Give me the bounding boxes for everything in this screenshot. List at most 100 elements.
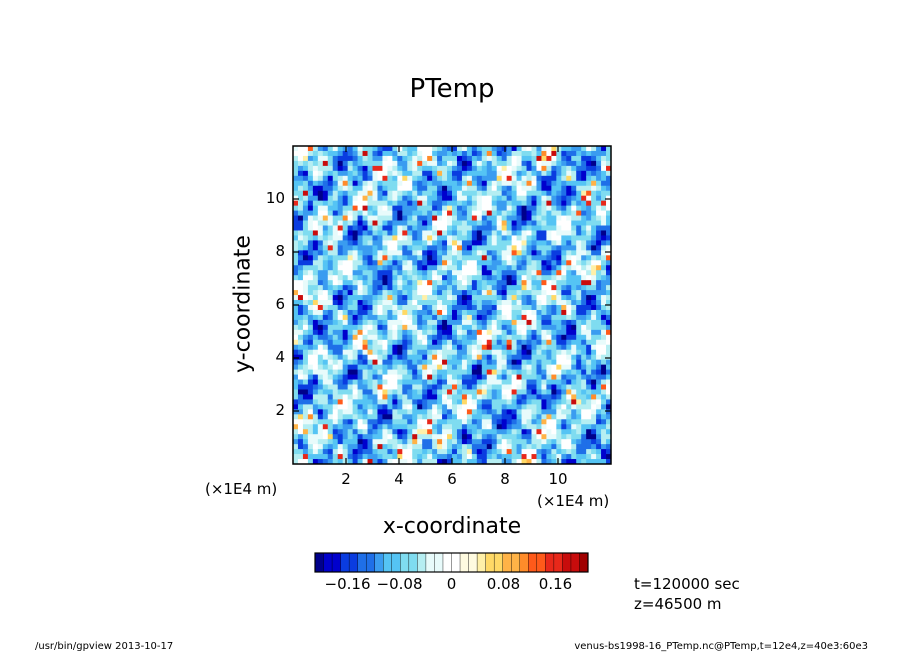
heatmap-cell (317, 454, 324, 460)
heatmap-cell (561, 146, 567, 152)
heatmap-cell (442, 285, 448, 291)
heatmap-cell (342, 339, 349, 346)
heatmap-cell (491, 285, 498, 291)
heatmap-cell (556, 180, 562, 187)
heatmap-cell (486, 344, 493, 351)
heatmap-cell (461, 195, 468, 202)
heatmap-cell (471, 324, 478, 331)
heatmap-cell (531, 195, 537, 202)
heatmap-cell (327, 240, 334, 246)
heatmap-cell (486, 150, 493, 157)
heatmap-cell (546, 195, 552, 202)
heatmap-cell (476, 230, 483, 236)
heatmap-cell (601, 245, 607, 251)
heatmap-cell (571, 210, 577, 216)
heatmap-cell (511, 240, 517, 246)
heatmap-cell (302, 459, 309, 464)
heatmap-cell (501, 329, 508, 336)
colorbar-segment (374, 552, 384, 573)
heatmap-cell (606, 205, 611, 211)
heatmap-cell (332, 165, 339, 172)
heatmap-cell (491, 255, 498, 261)
heatmap-cell (536, 354, 542, 361)
heatmap-cell (456, 329, 463, 336)
heatmap-cell (392, 300, 398, 306)
heatmap-cell (476, 255, 483, 261)
heatmap-cell (596, 240, 602, 246)
heatmap-cell (606, 280, 611, 286)
heatmap-cell (317, 369, 324, 375)
heatmap-cell (402, 329, 408, 336)
heatmap-cell (397, 339, 403, 346)
heatmap-cell (312, 260, 319, 266)
heatmap-cell (417, 359, 423, 366)
heatmap-cell (551, 275, 557, 281)
heatmap-cell (516, 146, 522, 152)
heatmap-cell (382, 305, 388, 311)
heatmap-cell (511, 195, 517, 202)
heatmap-cell (551, 309, 557, 316)
heatmap-cell (442, 434, 448, 440)
heatmap-cell (372, 354, 378, 361)
heatmap-cell (442, 359, 448, 366)
heatmap-cell (596, 155, 602, 162)
heatmap-cell (447, 285, 453, 291)
heatmap-cell (412, 429, 418, 435)
heatmap-cell (302, 146, 309, 152)
heatmap-cell (561, 195, 567, 202)
heatmap-cell (382, 280, 388, 286)
heatmap-cell (407, 369, 413, 375)
heatmap-cell (586, 270, 592, 276)
heatmap-cell (432, 155, 438, 162)
heatmap-cell (556, 314, 562, 321)
heatmap-cell (322, 185, 329, 192)
heatmap-cell (337, 344, 344, 351)
heatmap-cell (481, 379, 488, 385)
heatmap-cell (461, 185, 468, 192)
heatmap-cell (526, 220, 532, 226)
heatmap-cell (382, 404, 388, 410)
colorbar-segment (434, 552, 444, 573)
heatmap-cell (293, 300, 299, 306)
heatmap-cell (387, 155, 393, 162)
heatmap-cell (471, 369, 478, 375)
heatmap-cell (521, 369, 527, 375)
heatmap-cell (551, 419, 557, 425)
heatmap-cell (516, 369, 522, 375)
heatmap-cell (402, 359, 408, 366)
heatmap-cell (516, 319, 522, 326)
heatmap-cell (312, 354, 319, 361)
heatmap-cell (377, 409, 383, 415)
colorbar-segment (383, 552, 393, 573)
heatmap-cell (332, 409, 339, 415)
heatmap-cell (342, 319, 349, 326)
heatmap-cell (456, 215, 463, 221)
heatmap-cell (337, 285, 344, 291)
heatmap-cell (551, 314, 557, 321)
heatmap-cell (546, 309, 552, 316)
heatmap-cell (486, 349, 493, 356)
heatmap-cell (362, 250, 368, 256)
heatmap-cell (417, 160, 423, 167)
heatmap-cell (486, 240, 493, 246)
heatmap-cell (526, 444, 532, 450)
heatmap-cell (516, 349, 522, 356)
heatmap-cell (382, 399, 388, 405)
heatmap-cell (407, 290, 413, 296)
heatmap-cell (432, 404, 438, 410)
heatmap-cell (531, 339, 537, 346)
heatmap-cell (377, 374, 383, 380)
heatmap-cell (367, 309, 373, 316)
heatmap-cell (447, 260, 453, 266)
heatmap-cell (302, 419, 309, 425)
heatmap-cell (352, 354, 358, 361)
heatmap-cell (297, 170, 304, 177)
heatmap-cell (566, 379, 572, 385)
heatmap-cell (476, 295, 483, 301)
heatmap-cell (541, 255, 547, 261)
heatmap-cell (486, 429, 493, 435)
heatmap-cell (342, 434, 349, 440)
heatmap-cell (536, 334, 542, 341)
heatmap-cell (551, 150, 557, 157)
heatmap-cell (352, 170, 358, 177)
